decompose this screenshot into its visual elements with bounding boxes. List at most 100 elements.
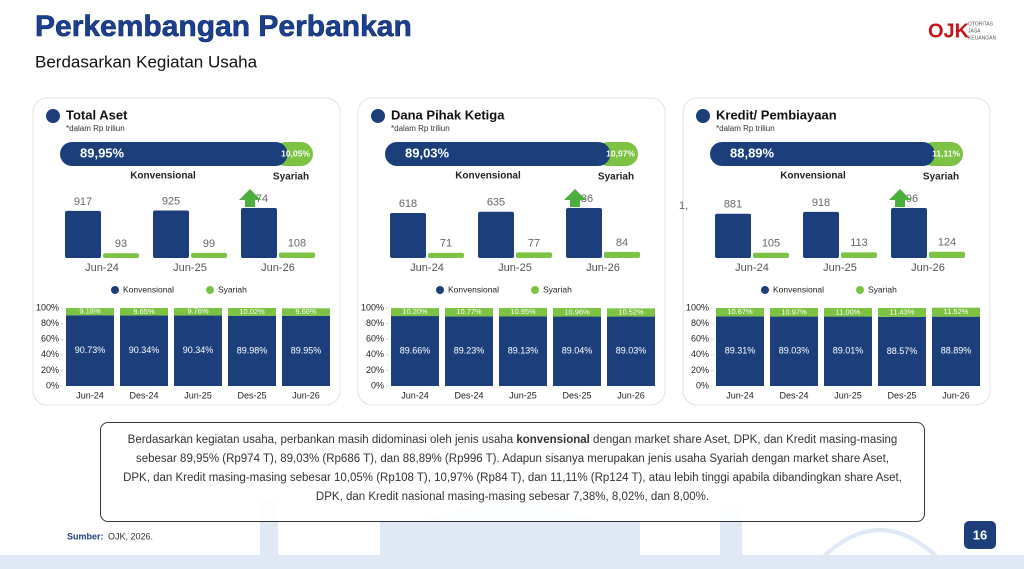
stacked-segment bbox=[607, 308, 655, 317]
stacked-segment bbox=[770, 308, 818, 317]
bar bbox=[841, 252, 877, 258]
share-category: Syariah bbox=[273, 172, 309, 183]
x-tick-label: Jun-26 bbox=[911, 262, 945, 274]
panel-subtitle: *dalam Rp triliun bbox=[66, 124, 125, 133]
x-tick-label: Jun-24 bbox=[401, 390, 429, 400]
segment-label: 9.18% bbox=[79, 307, 101, 316]
segment-label: 90.73% bbox=[75, 345, 106, 355]
x-tick-label: Jun-24 bbox=[76, 390, 104, 400]
bar bbox=[390, 212, 426, 258]
y-tick-label: 100% bbox=[686, 302, 709, 312]
legend-swatch bbox=[206, 286, 214, 294]
y-tick-label: 20% bbox=[366, 365, 384, 375]
segment-label: 11.00% bbox=[836, 307, 861, 316]
share-category: Syariah bbox=[598, 172, 634, 183]
bar-value-label: 77 bbox=[528, 237, 540, 249]
segment-label: 10.97% bbox=[781, 307, 807, 316]
y-tick-label: 0% bbox=[371, 380, 384, 390]
summary-bold: konvensional bbox=[516, 434, 590, 446]
x-tick-label: Jun-24 bbox=[85, 262, 119, 274]
stacked-segment bbox=[878, 316, 926, 386]
bar bbox=[191, 252, 227, 258]
legend-swatch bbox=[111, 286, 119, 294]
x-tick-label: Des-25 bbox=[237, 390, 266, 400]
segment-label: 10.95% bbox=[510, 307, 536, 316]
panel-title: Kredit/ Pembiayaan bbox=[716, 107, 837, 122]
bar-value-label: 635 bbox=[487, 197, 505, 209]
stacked-segment bbox=[499, 316, 547, 386]
stacked-segment bbox=[824, 316, 872, 386]
share-label: 88,89% bbox=[730, 145, 775, 160]
stacked-segment bbox=[932, 307, 980, 317]
segment-label: 11.43% bbox=[890, 307, 915, 316]
summary-text: dengan market share Aset, DPK, dan Kredi… bbox=[123, 434, 902, 503]
logo-line: OTORITAS bbox=[968, 21, 994, 27]
segment-label: 89.01% bbox=[833, 346, 864, 356]
x-tick-label: Des-25 bbox=[887, 390, 916, 400]
x-tick-label: Jun-25 bbox=[509, 390, 537, 400]
y-tick-label: 40% bbox=[691, 349, 709, 359]
summary-text: Berdasarkan kegiatan usaha, perbankan ma… bbox=[127, 434, 517, 446]
y-tick-label: 60% bbox=[691, 334, 709, 344]
x-tick-label: Jun-24 bbox=[410, 262, 444, 274]
growth-arrow bbox=[889, 189, 911, 207]
stacked-segment bbox=[716, 308, 764, 317]
bar bbox=[516, 252, 552, 258]
x-tick-label: Jun-25 bbox=[823, 262, 857, 274]
legend-label: Syariah bbox=[543, 284, 572, 294]
stacked-segment bbox=[282, 315, 330, 386]
page-number: 16 bbox=[973, 527, 987, 542]
stacked-segment bbox=[553, 316, 601, 386]
legend-swatch bbox=[531, 286, 539, 294]
share-label: 11,11% bbox=[932, 148, 960, 158]
bar-value-label: 124 bbox=[938, 237, 956, 249]
panel-title: Dana Pihak Ketiga bbox=[391, 107, 505, 122]
bar-value-label: 84 bbox=[616, 237, 628, 249]
y-tick-label: 40% bbox=[366, 349, 384, 359]
legend-label: Konvensional bbox=[773, 284, 824, 294]
bar-value-label: 918 bbox=[812, 197, 830, 209]
slide-title: Perkembangan Perbankan bbox=[35, 10, 412, 43]
y-tick-label: 20% bbox=[691, 365, 709, 375]
y-tick-label: 100% bbox=[361, 302, 384, 312]
segment-label: 89.95% bbox=[291, 345, 322, 355]
title-icon bbox=[46, 109, 60, 123]
bar-value-label: 71 bbox=[440, 238, 452, 250]
bar bbox=[566, 208, 602, 258]
y-tick-label: 60% bbox=[366, 334, 384, 344]
bar bbox=[604, 251, 640, 258]
y-tick-label: 0% bbox=[46, 380, 59, 390]
bar bbox=[153, 210, 189, 258]
segment-label: 89.23% bbox=[454, 346, 485, 356]
legend-label: Syariah bbox=[218, 284, 247, 294]
x-tick-label: Jun-26 bbox=[942, 390, 970, 400]
segment-label: 9.66% bbox=[295, 307, 317, 316]
bar bbox=[803, 211, 839, 258]
x-tick-label: Des-24 bbox=[454, 390, 483, 400]
segment-label: 89.03% bbox=[616, 346, 647, 356]
x-tick-label: Jun-26 bbox=[586, 262, 620, 274]
bar-value-label: 105 bbox=[762, 238, 780, 250]
share-label: 10,97% bbox=[606, 148, 635, 158]
panel-subtitle: *dalam Rp triliun bbox=[716, 124, 775, 133]
y-tick-label: 80% bbox=[366, 318, 384, 328]
segment-label: 9.65% bbox=[133, 307, 155, 316]
x-tick-label: Jun-26 bbox=[261, 262, 295, 274]
segment-label: 88.57% bbox=[887, 346, 918, 356]
legend-swatch bbox=[436, 286, 444, 294]
x-tick-label: Jun-26 bbox=[292, 390, 320, 400]
stacked-segment bbox=[553, 308, 601, 317]
stacked-segment bbox=[66, 308, 114, 316]
segment-label: 10.67% bbox=[727, 307, 753, 316]
stacked-segment bbox=[878, 308, 926, 317]
segment-label: 10.02% bbox=[239, 307, 265, 316]
segment-label: 89.03% bbox=[779, 346, 810, 356]
bar-value-label: 108 bbox=[288, 237, 306, 249]
panel-subtitle: *dalam Rp triliun bbox=[391, 124, 450, 133]
logo-line: KEUANGAN bbox=[968, 35, 996, 41]
x-tick-label: Jun-26 bbox=[617, 390, 645, 400]
bar-value-label: 917 bbox=[74, 196, 92, 208]
segment-label: 89.98% bbox=[237, 345, 268, 355]
y-tick-label: 0% bbox=[696, 380, 709, 390]
